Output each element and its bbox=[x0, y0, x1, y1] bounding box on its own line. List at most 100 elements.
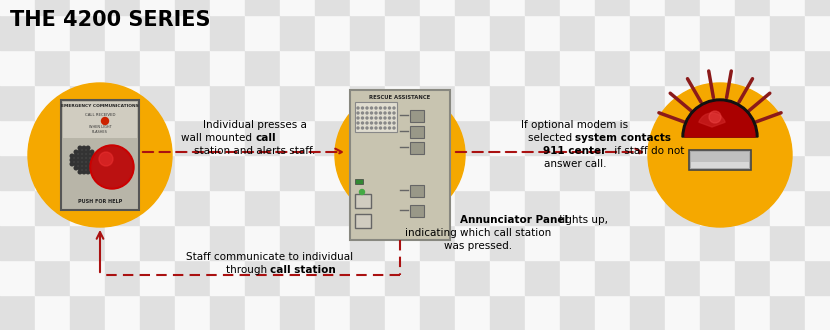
Bar bbox=[735, 85, 770, 120]
Bar bbox=[805, 50, 830, 85]
Bar bbox=[630, 0, 665, 15]
Bar bbox=[630, 190, 665, 225]
FancyBboxPatch shape bbox=[61, 100, 139, 210]
Bar bbox=[455, 50, 490, 85]
Circle shape bbox=[384, 127, 386, 129]
Bar bbox=[595, 120, 630, 155]
Bar bbox=[700, 0, 735, 15]
Bar bbox=[105, 15, 140, 50]
Circle shape bbox=[78, 170, 82, 174]
Circle shape bbox=[366, 112, 368, 114]
Bar bbox=[350, 120, 385, 155]
Bar bbox=[735, 260, 770, 295]
Circle shape bbox=[388, 122, 390, 124]
Bar bbox=[420, 120, 455, 155]
Bar bbox=[420, 15, 455, 50]
FancyBboxPatch shape bbox=[410, 205, 424, 217]
Bar bbox=[770, 225, 805, 260]
Bar bbox=[245, 295, 280, 330]
FancyBboxPatch shape bbox=[410, 126, 424, 138]
Bar bbox=[245, 50, 280, 85]
Bar bbox=[350, 225, 385, 260]
FancyBboxPatch shape bbox=[355, 179, 363, 184]
Circle shape bbox=[74, 158, 78, 162]
Bar bbox=[70, 85, 105, 120]
Bar bbox=[770, 260, 805, 295]
Circle shape bbox=[375, 117, 377, 119]
Bar bbox=[385, 120, 420, 155]
Circle shape bbox=[74, 166, 78, 170]
Text: RESCUE ASSISTANCE: RESCUE ASSISTANCE bbox=[369, 95, 431, 100]
Circle shape bbox=[335, 90, 465, 220]
Bar bbox=[665, 225, 700, 260]
Bar bbox=[105, 260, 140, 295]
Circle shape bbox=[384, 107, 386, 109]
Circle shape bbox=[375, 112, 377, 114]
FancyBboxPatch shape bbox=[691, 162, 749, 168]
Bar bbox=[175, 50, 210, 85]
Bar bbox=[350, 295, 385, 330]
Bar bbox=[595, 15, 630, 50]
Bar bbox=[525, 295, 560, 330]
Bar bbox=[560, 225, 595, 260]
Circle shape bbox=[90, 162, 94, 166]
Circle shape bbox=[393, 117, 395, 119]
Bar bbox=[700, 85, 735, 120]
Circle shape bbox=[74, 154, 78, 158]
Bar bbox=[455, 155, 490, 190]
Bar bbox=[315, 50, 350, 85]
Bar bbox=[560, 50, 595, 85]
Bar bbox=[105, 225, 140, 260]
Bar bbox=[595, 155, 630, 190]
Circle shape bbox=[94, 158, 98, 162]
Bar bbox=[35, 155, 70, 190]
Text: call station: call station bbox=[270, 265, 336, 275]
Bar bbox=[665, 0, 700, 15]
Bar bbox=[770, 0, 805, 15]
Bar bbox=[490, 190, 525, 225]
Bar bbox=[560, 190, 595, 225]
Circle shape bbox=[82, 162, 85, 166]
Bar bbox=[630, 50, 665, 85]
Bar bbox=[175, 15, 210, 50]
Circle shape bbox=[357, 127, 359, 129]
Bar bbox=[140, 0, 175, 15]
Circle shape bbox=[362, 122, 364, 124]
Circle shape bbox=[384, 112, 386, 114]
Bar bbox=[315, 225, 350, 260]
Bar bbox=[525, 85, 560, 120]
Bar bbox=[385, 295, 420, 330]
Bar bbox=[385, 190, 420, 225]
Bar bbox=[35, 295, 70, 330]
Circle shape bbox=[359, 189, 364, 194]
Bar bbox=[245, 120, 280, 155]
Bar bbox=[105, 295, 140, 330]
Circle shape bbox=[74, 162, 78, 166]
Bar bbox=[560, 85, 595, 120]
Bar bbox=[595, 85, 630, 120]
Text: station and alerts staff.: station and alerts staff. bbox=[194, 146, 315, 156]
Bar bbox=[0, 190, 35, 225]
Bar bbox=[350, 260, 385, 295]
Text: WHEN LIGHT: WHEN LIGHT bbox=[89, 125, 111, 129]
Bar bbox=[245, 85, 280, 120]
FancyBboxPatch shape bbox=[350, 90, 450, 240]
Bar bbox=[770, 15, 805, 50]
Bar bbox=[0, 225, 35, 260]
Bar bbox=[665, 120, 700, 155]
Bar bbox=[665, 15, 700, 50]
Bar bbox=[455, 190, 490, 225]
Bar bbox=[280, 50, 315, 85]
Bar bbox=[805, 225, 830, 260]
Circle shape bbox=[366, 127, 368, 129]
Circle shape bbox=[362, 112, 364, 114]
Bar bbox=[315, 190, 350, 225]
Circle shape bbox=[101, 117, 109, 124]
Circle shape bbox=[92, 147, 132, 187]
Bar bbox=[315, 15, 350, 50]
Bar bbox=[70, 0, 105, 15]
FancyBboxPatch shape bbox=[410, 185, 424, 197]
Bar bbox=[525, 120, 560, 155]
Bar bbox=[385, 85, 420, 120]
Bar bbox=[280, 15, 315, 50]
